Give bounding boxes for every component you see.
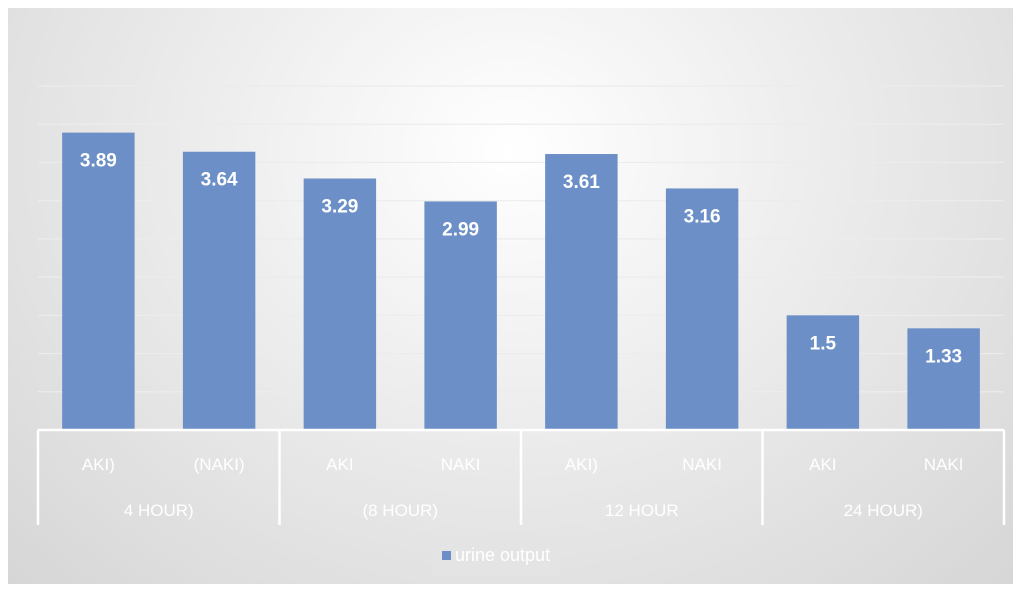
bar [303, 178, 377, 430]
bar [665, 188, 739, 430]
category-label: AKI [326, 455, 353, 474]
legend-swatch [442, 550, 451, 560]
bars: 3.89 3.64 3.29 2.99 3.61 3.16 1.5 1.33 [62, 132, 980, 430]
data-label: 3.61 [563, 172, 600, 193]
bar [545, 154, 618, 430]
data-label: 3.64 [201, 170, 238, 191]
category-axis: AKI) (NAKI) AKI NAKI AKI) NAKI AKI NAKI 4 HOUR) (… [36, 428, 1006, 525]
group-label: 12 HOUR [605, 501, 679, 520]
group-label: 24 HOUR) [844, 501, 923, 520]
data-label: 1.5 [810, 333, 837, 354]
category-label: AKI [809, 455, 836, 474]
data-label: 3.89 [80, 151, 117, 172]
data-label: 3.16 [684, 206, 721, 227]
data-label: 1.33 [925, 346, 962, 367]
group-label: (8 HOUR) [362, 501, 438, 520]
bar [907, 328, 980, 430]
data-label: 3.29 [321, 196, 358, 217]
category-label: NAKI [441, 455, 481, 474]
category-label: NAKI [924, 455, 964, 474]
chart-area: 3.89 3.64 3.29 2.99 3.61 3.16 1.5 1.33 AKI) (NAK… [8, 8, 1013, 584]
bar [424, 201, 497, 430]
legend-label: urine output [455, 544, 551, 565]
bar-chart: 3.89 3.64 3.29 2.99 3.61 3.16 1.5 1.33 AKI) (NAK… [36, 85, 1006, 525]
bar [182, 151, 256, 430]
data-label: 2.99 [442, 219, 479, 240]
category-label: NAKI [682, 455, 722, 474]
bar [786, 315, 860, 430]
category-label: AKI) [82, 455, 115, 474]
category-label: AKI) [565, 455, 598, 474]
category-label: (NAKI) [194, 455, 245, 474]
group-label: 4 HOUR) [124, 501, 194, 520]
bar [62, 132, 135, 430]
legend: urine output [432, 534, 561, 576]
